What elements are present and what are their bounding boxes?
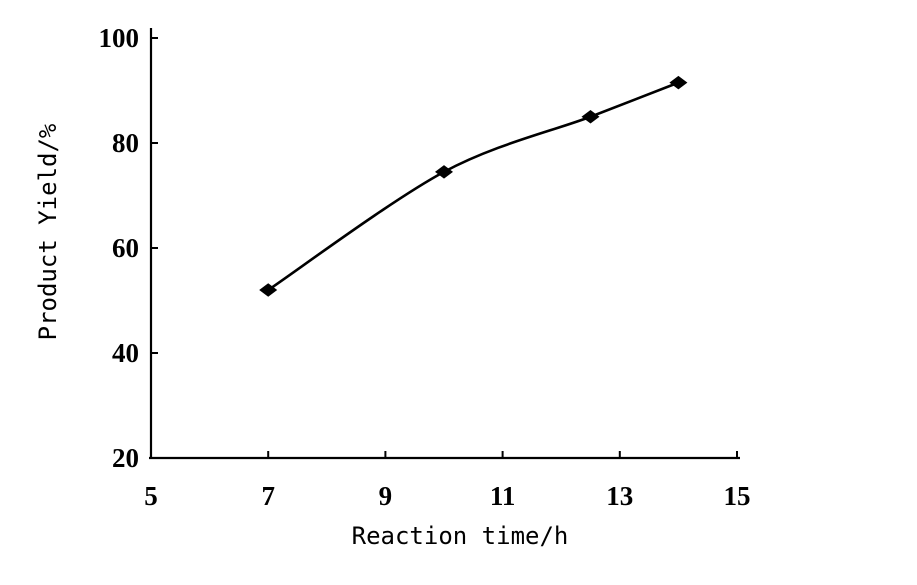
x-axis-title: Reaction time/h	[352, 522, 569, 550]
data-point-marker	[669, 75, 688, 90]
y-axis-title: Product Yield/%	[34, 123, 62, 340]
y-tick-label: 40	[112, 338, 139, 368]
x-tick-label: 13	[606, 481, 633, 511]
x-tick-label: 15	[724, 481, 751, 511]
y-tick-label: 100	[99, 23, 140, 53]
x-tick-label: 11	[490, 481, 516, 511]
y-tick-label: 80	[112, 128, 139, 158]
y-tick-label: 60	[112, 233, 139, 263]
x-ticks: 5 7 9 11 13 15	[144, 451, 751, 511]
data-point-marker	[581, 110, 600, 124]
x-tick-label: 7	[261, 481, 275, 511]
x-tick-label: 9	[379, 481, 393, 511]
series-line	[267, 81, 679, 292]
data-point-marker	[259, 283, 278, 297]
series-layer	[259, 75, 688, 297]
x-tick-label: 5	[144, 481, 158, 511]
y-ticks: 20 40 60 80 100	[99, 23, 158, 473]
y-tick-label: 20	[112, 443, 139, 473]
data-point-marker	[435, 165, 453, 179]
